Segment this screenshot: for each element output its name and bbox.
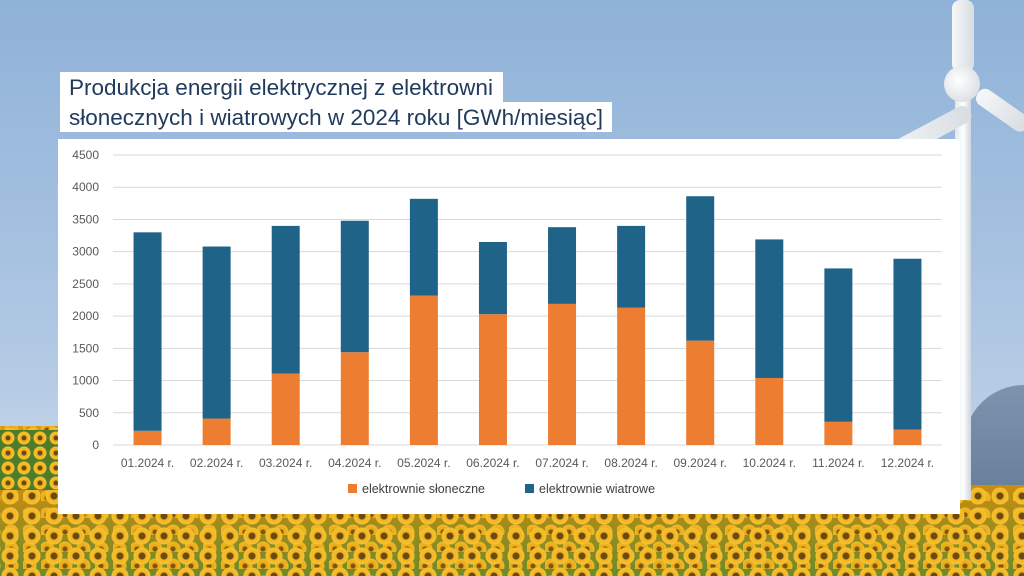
x-tick-label: 03.2024 r. (259, 456, 312, 470)
bar-solar (686, 340, 715, 445)
x-tick-label: 07.2024 r. (535, 456, 588, 470)
y-tick-label: 1000 (72, 374, 99, 388)
x-tick-label: 11.2024 r. (812, 456, 865, 470)
bars (133, 196, 922, 445)
legend-item-solar-swatch (348, 484, 357, 493)
bar-wind (478, 242, 507, 315)
gridlines (113, 154, 942, 446)
bar-wind (409, 198, 438, 296)
bar-solar (548, 303, 577, 445)
x-tick-label: 02.2024 r. (190, 456, 243, 470)
x-tick-label: 08.2024 r. (604, 456, 657, 470)
y-tick-label: 2500 (72, 277, 99, 291)
chart-title: Produkcja energii elektrycznej z elektro… (60, 72, 696, 132)
y-axis-ticks: 0 500 1000 1500 2000 2500 3000 3500 4000 4500 (72, 148, 99, 452)
bar-solar (893, 429, 922, 445)
bar-solar (478, 314, 507, 445)
wind-turbine-hub (944, 66, 980, 102)
bar-wind (686, 196, 715, 341)
bar-solar (202, 418, 231, 445)
x-tick-label: 05.2024 r. (397, 456, 450, 470)
y-tick-label: 3500 (72, 212, 99, 226)
bar-solar (617, 307, 646, 445)
chart-panel: 0 500 1000 1500 2000 2500 3000 3500 4000 4500 01.… (58, 139, 960, 514)
bar-wind (202, 246, 231, 419)
bar-wind (548, 227, 577, 304)
bar-solar (824, 421, 853, 445)
x-axis-ticks: 01.2024 r. 02.2024 r. 03.2024 r. 04.2024 r.… (121, 456, 934, 470)
legend-item-solar-label: elektrownie słoneczne (362, 482, 485, 496)
bar-wind (824, 268, 853, 422)
legend-item-wind-label: elektrownie wiatrowe (539, 482, 655, 496)
x-tick-label: 12.2024 r. (881, 456, 934, 470)
bar-wind (133, 232, 162, 431)
bar-wind (893, 258, 922, 430)
bar-solar (271, 373, 300, 445)
sunflower-patch (0, 430, 60, 490)
wind-turbine-blade (952, 0, 974, 72)
x-tick-label: 09.2024 r. (674, 456, 727, 470)
bar-solar (409, 295, 438, 445)
x-tick-label: 06.2024 r. (466, 456, 519, 470)
bar-solar (755, 377, 784, 445)
chart-title-line-1: Produkcja energii elektrycznej z elektro… (60, 72, 503, 102)
bar-wind (755, 239, 784, 378)
bar-solar (340, 352, 369, 445)
y-tick-label: 500 (79, 406, 99, 420)
x-tick-label: 04.2024 r. (328, 456, 381, 470)
y-tick-label: 3000 (72, 245, 99, 259)
background-hill (964, 385, 1024, 485)
chart-title-line-2: słonecznych i wiatrowych w 2024 roku [GW… (60, 102, 612, 132)
y-tick-label: 1500 (72, 341, 99, 355)
bar-wind (271, 225, 300, 374)
y-tick-label: 4500 (72, 148, 99, 162)
bar-solar (133, 430, 162, 445)
legend: elektrownie słoneczne elektrownie wiatrow… (348, 482, 655, 496)
y-tick-label: 0 (92, 438, 99, 452)
bar-wind (617, 225, 646, 308)
bar-wind (340, 220, 369, 353)
y-tick-label: 2000 (72, 309, 99, 323)
stacked-bar-chart: 0 500 1000 1500 2000 2500 3000 3500 4000 4500 01.… (72, 148, 942, 496)
x-tick-label: 10.2024 r. (743, 456, 796, 470)
x-tick-label: 01.2024 r. (121, 456, 174, 470)
wind-turbine-blade (972, 85, 1024, 135)
legend-item-wind-swatch (525, 484, 534, 493)
y-tick-label: 4000 (72, 180, 99, 194)
